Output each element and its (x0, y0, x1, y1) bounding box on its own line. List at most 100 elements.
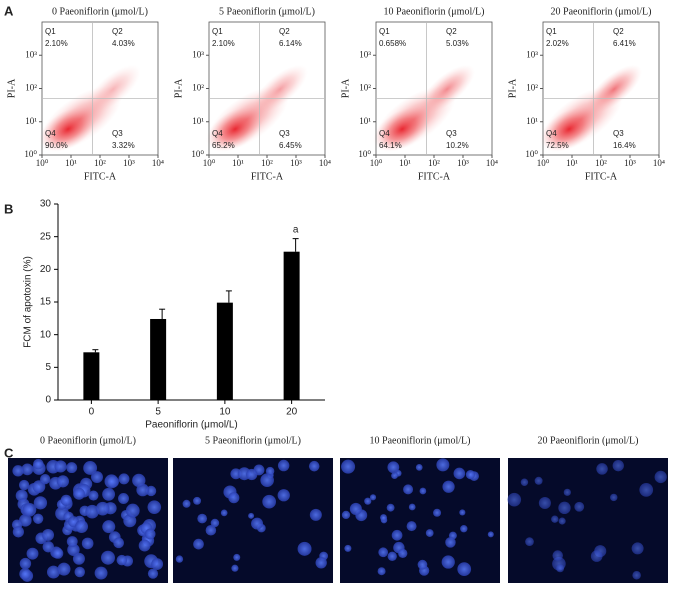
nucleus (33, 496, 48, 510)
nucleus (246, 468, 258, 481)
y-axis-label: PI-A (173, 78, 184, 98)
nucleus (453, 467, 466, 480)
y-tick-label: 10⁰ (358, 149, 371, 159)
nuclei (507, 459, 667, 580)
nucleus (228, 492, 240, 504)
nucleus (459, 509, 466, 516)
event-cloud (38, 64, 141, 153)
nucleus (123, 514, 137, 528)
micrograph (508, 458, 668, 583)
quadrant-name: Q1 (379, 27, 390, 36)
nucleus (73, 487, 85, 500)
nucleus (309, 508, 322, 521)
nucleus (88, 490, 99, 501)
nucleus (639, 483, 654, 497)
nucleus (398, 548, 408, 559)
nucleus (205, 524, 217, 536)
x-axis-label: FITC-A (585, 171, 618, 182)
nucleus (558, 501, 571, 515)
x-tick-label: 10⁴ (653, 158, 665, 168)
nucleus (94, 566, 108, 580)
cloud (419, 64, 475, 114)
y-tick-label: 20 (40, 264, 52, 275)
nucleus (632, 570, 641, 580)
nucleus (104, 474, 119, 489)
nucleus (95, 501, 110, 516)
event-cloud (539, 64, 642, 153)
nucleus (56, 475, 69, 488)
x-tick-label: 10² (428, 158, 440, 168)
event-cloud (372, 64, 475, 153)
nucleus (612, 459, 624, 472)
nucleus (525, 537, 534, 547)
nucleus (54, 460, 67, 473)
x-tick-label: 10⁴ (319, 158, 331, 168)
x-tick-label: 10⁰ (370, 158, 383, 168)
quadrant-value: 2.10% (212, 39, 235, 48)
cloud (85, 64, 141, 114)
nucleus (21, 463, 34, 476)
nucleus (406, 521, 417, 532)
quadrant-name: Q2 (446, 27, 457, 36)
y-tick-label: 10² (359, 83, 371, 93)
nucleus (91, 471, 103, 484)
nucleus (60, 494, 72, 506)
nucleus (297, 541, 312, 556)
nucleus (175, 555, 184, 563)
nucleus (441, 555, 455, 569)
plot-title: 10 Paeoniflorin (μmol/L) (384, 6, 485, 17)
y-tick-label: 10¹ (359, 116, 371, 126)
nucleus (277, 459, 290, 472)
nucleus (465, 470, 476, 480)
nucleus (118, 473, 130, 485)
y-tick-label: 10⁰ (191, 149, 204, 159)
quadrant-name: Q4 (212, 129, 223, 138)
nucleus (26, 547, 39, 560)
cloud (374, 107, 430, 151)
nucleus (391, 529, 403, 541)
x-tick-label: 20 (286, 407, 298, 418)
plot-title: 20 Paeoniflorin (μmol/L) (551, 6, 652, 17)
quadrant-name: Q2 (279, 27, 290, 36)
nucleus (67, 543, 80, 556)
x-tick-label: 10 (219, 407, 231, 418)
x-tick-label: 10² (94, 158, 106, 168)
image-title: 10 Paeoniflorin (μmol/L) (370, 435, 471, 446)
y-tick-label: 10² (25, 83, 37, 93)
nucleus (248, 512, 255, 519)
quadrant-name: Q3 (446, 129, 457, 138)
bar (150, 318, 167, 400)
cloud (252, 64, 308, 114)
nucleus (102, 520, 116, 534)
x-tick-label: 10¹ (399, 158, 411, 168)
image-title: 20 Paeoniflorin (μmol/L) (538, 435, 639, 446)
nucleus (415, 463, 423, 471)
y-tick-label: 0 (45, 395, 51, 406)
plot-title: 5 Paeoniflorin (μmol/L) (219, 6, 315, 17)
nucleus (101, 550, 115, 565)
quadrant-name: Q1 (45, 27, 56, 36)
nucleus (341, 459, 356, 474)
x-tick-label: 10⁰ (36, 158, 49, 168)
y-tick-label: 10¹ (25, 116, 37, 126)
nucleus (66, 536, 78, 547)
nucleus (277, 489, 290, 502)
nucleus (74, 566, 85, 578)
nucleus (344, 544, 352, 552)
nucleus (85, 504, 99, 519)
nucleus (39, 473, 51, 485)
nucleus (83, 461, 98, 475)
quadrant-value: 6.41% (613, 39, 636, 48)
x-tick-label: 10⁰ (203, 158, 216, 168)
nucleus (403, 484, 414, 495)
bar (216, 302, 233, 400)
y-axis-label: PI-A (507, 78, 518, 98)
quadrant-name: Q3 (112, 129, 123, 138)
nucleus (387, 461, 400, 474)
nucleus (558, 517, 566, 525)
y-tick-label: 10⁰ (525, 149, 538, 159)
y-axis-label: PI-A (340, 78, 351, 98)
nucleus (551, 515, 559, 523)
y-tick-label: 5 (45, 362, 51, 373)
